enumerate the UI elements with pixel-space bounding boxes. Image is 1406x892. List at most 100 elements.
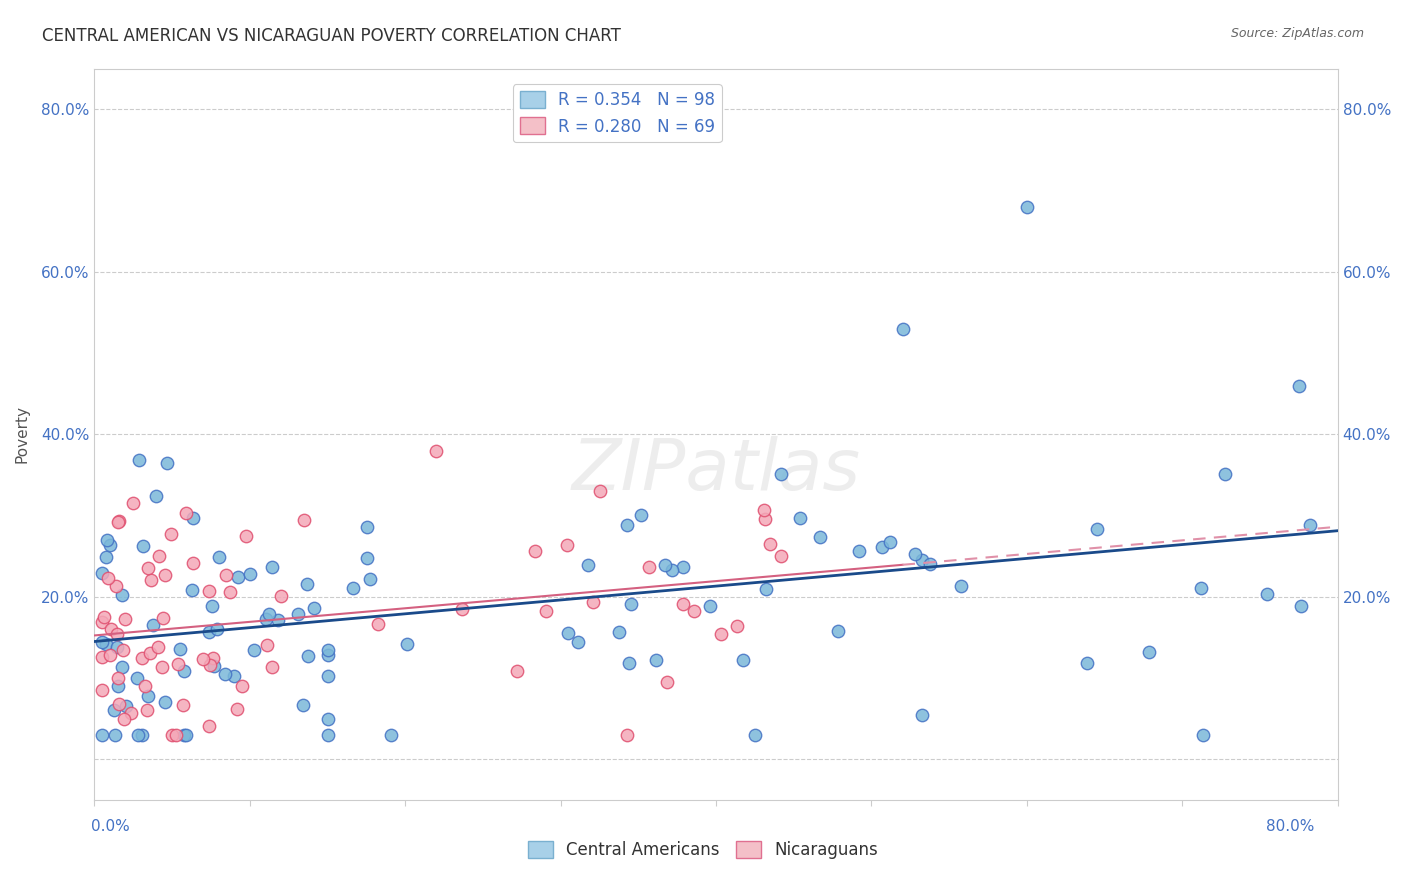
Point [148,549,170,563]
Point [645,653,668,667]
Point [1015,200,1038,214]
Point [260,660,283,674]
Point [128,453,150,467]
Point [1191,728,1213,742]
Legend: R = 0.354   N = 98, R = 0.280   N = 69: R = 0.354 N = 98, R = 0.280 N = 69 [513,84,721,142]
Point [710,627,733,641]
Point [699,599,721,613]
Point [672,598,695,612]
Point [425,443,447,458]
Point [114,611,136,625]
Point [107,671,129,685]
Point [112,643,135,657]
Point [174,728,197,742]
Point [222,669,245,683]
Text: ZIPatlas: ZIPatlas [572,436,860,506]
Point [1215,467,1237,482]
Point [1299,518,1322,533]
Point [173,664,195,678]
Point [620,597,643,611]
Point [589,484,612,499]
Point [1085,523,1108,537]
Point [138,689,160,703]
Text: Source: ZipAtlas.com: Source: ZipAtlas.com [1230,27,1364,40]
Point [202,651,225,665]
Point [165,728,187,742]
Point [214,667,236,681]
Point [731,652,754,666]
Point [146,640,169,654]
Point [141,573,163,587]
Point [581,595,603,609]
Point [169,642,191,657]
Point [661,563,683,577]
Point [91,728,114,742]
Point [160,728,183,742]
Text: 0.0%: 0.0% [91,820,131,834]
Point [848,544,870,558]
Point [107,516,129,530]
Text: 80.0%: 80.0% [1267,820,1315,834]
Point [96,549,118,564]
Point [215,568,238,582]
Point [342,581,364,595]
Point [607,624,630,639]
Point [152,611,174,625]
Point [918,557,941,571]
Point [107,514,129,528]
Point [136,561,159,575]
Point [911,553,934,567]
Point [134,679,156,693]
Point [755,582,778,596]
Point [616,518,638,533]
Point [451,602,474,616]
Point [683,603,706,617]
Point [1076,656,1098,670]
Point [200,657,222,672]
Point [91,683,114,698]
Point [630,508,652,522]
Point [131,650,153,665]
Point [166,657,188,671]
Point [115,699,138,714]
Point [654,558,676,572]
Point [91,650,114,665]
Point [156,456,179,470]
Point [180,582,202,597]
Point [197,624,219,639]
Point [827,624,849,638]
Point [96,533,118,548]
Point [1289,599,1312,614]
Point [131,728,153,742]
Point [769,549,792,564]
Point [1137,645,1160,659]
Point [356,550,378,565]
Point [191,652,214,666]
Point [100,622,122,636]
Point [219,585,242,599]
Point [770,467,793,481]
Point [262,560,284,574]
Point [256,638,278,652]
Point [104,728,127,742]
Point [107,679,129,693]
Point [150,659,173,673]
Point [638,560,661,574]
Point [225,702,247,716]
Point [127,728,149,742]
Point [287,607,309,622]
Point [98,648,121,662]
Point [105,627,128,641]
Point [91,566,114,581]
Point [98,538,121,552]
Point [617,656,640,670]
Point [789,511,811,525]
Point [295,576,318,591]
Point [297,649,319,664]
Point [672,559,695,574]
Point [292,513,315,527]
Point [155,695,177,709]
Point [208,550,231,565]
Point [567,635,589,649]
Point [270,589,292,603]
